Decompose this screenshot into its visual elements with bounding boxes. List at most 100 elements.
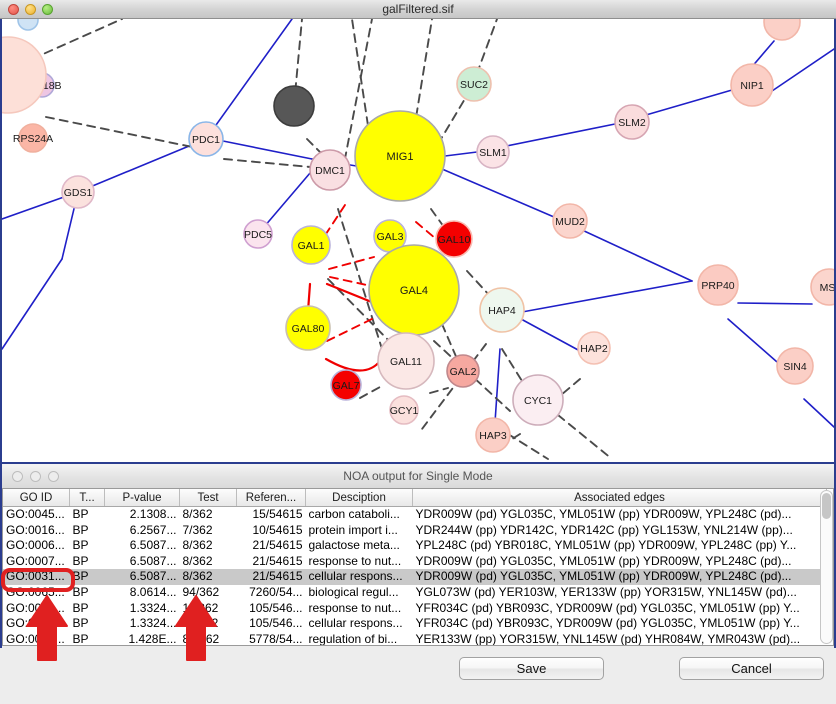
zoom-icon[interactable] xyxy=(42,4,53,15)
close-icon[interactable] xyxy=(8,4,19,15)
column-header-go-id[interactable]: GO ID xyxy=(3,489,70,507)
network-node-rps24a[interactable]: RPS24A xyxy=(13,123,53,153)
cell-go-id: GO:0065... xyxy=(6,584,65,599)
node-label: GAL10 xyxy=(438,234,471,246)
table-vertical-scrollbar[interactable] xyxy=(820,490,833,644)
network-node-msi[interactable]: MSI xyxy=(810,268,834,306)
network-node-mig1[interactable]: MIG1 xyxy=(354,110,446,202)
close-icon[interactable] xyxy=(12,471,23,482)
network-node-pdc1[interactable]: PDC1 xyxy=(188,121,224,157)
network-node-gal80[interactable]: GAL80 xyxy=(285,305,331,351)
column-header-reference[interactable]: Referen... xyxy=(236,489,306,507)
table-row[interactable]: GO:0007... BP 6.5087... 8/362 21/54615 respon… xyxy=(3,554,827,570)
cell-reference: 21/54615 xyxy=(252,553,303,568)
cell-reference: 5778/54... xyxy=(249,631,303,646)
network-node-dmc1[interactable]: DMC1 xyxy=(309,149,351,191)
network-node-gal4[interactable]: GAL4 xyxy=(368,244,460,336)
column-header-type[interactable]: T... xyxy=(69,489,105,507)
window-title: galFiltered.sif xyxy=(382,2,454,16)
cell-description: response to nut... xyxy=(308,553,402,568)
table-row[interactable]: GO:0006... BP 6.5087... 8/362 21/54615 galact… xyxy=(3,538,827,554)
cell-p-value: 1.3324... xyxy=(129,600,177,615)
noa-panel-title: NOA output for Single Mode xyxy=(343,469,493,483)
node-label: PDC1 xyxy=(192,134,220,146)
network-node[interactable] xyxy=(273,85,315,127)
cell-reference: 15/54615 xyxy=(252,507,303,521)
column-header-description[interactable]: Desciption xyxy=(305,489,413,507)
node-label: GAL11 xyxy=(390,356,422,368)
network-node-suc2[interactable]: SUC2 xyxy=(456,66,492,102)
network-node-gal1[interactable]: GAL1 xyxy=(291,225,331,265)
network-node-slm1[interactable]: SLM1 xyxy=(476,135,510,169)
results-table-container[interactable]: GO ID T... P-value Test Referen... Desci… xyxy=(2,488,834,646)
network-node-pdc5[interactable]: PDC5 xyxy=(243,219,273,249)
network-node[interactable] xyxy=(17,19,39,31)
cell-test: 8/362 xyxy=(179,569,237,585)
node-label: GDS1 xyxy=(64,187,93,199)
node-label: GAL7 xyxy=(333,380,360,392)
zoom-icon[interactable] xyxy=(48,471,59,482)
cell-type: BP xyxy=(72,584,89,599)
node-label: HAP4 xyxy=(488,305,516,317)
cell-test: 8/362 xyxy=(182,553,213,568)
cell-test: 11/362 xyxy=(182,616,219,631)
column-header-test[interactable]: Test xyxy=(179,489,237,507)
network-node-sin4[interactable]: SIN4 xyxy=(776,347,814,385)
results-table[interactable]: GO ID T... P-value Test Referen... Desci… xyxy=(3,489,827,646)
table-row[interactable]: GO:0031... BP 6.5087... 8/362 21/54615 cellul… xyxy=(3,569,827,585)
column-header-associated-edges[interactable]: Associated edges xyxy=(412,489,827,507)
network-node-gal3[interactable]: GAL3 xyxy=(373,219,407,253)
table-row[interactable]: GO:0031... BP 1.3324... 11/362 105/546... cel… xyxy=(3,616,827,632)
cell-go-id: GO:0006... xyxy=(6,538,65,553)
table-body[interactable]: GO:0045... BP 2.1308... 8/362 15/54615 carbon… xyxy=(3,507,827,646)
cell-associated-edges: YDR009W (pd) YGL035C, YML051W (pp) YDR00… xyxy=(415,553,792,568)
cell-description: regulation of bi... xyxy=(308,631,398,646)
column-header-p-value[interactable]: P-value xyxy=(104,489,180,507)
table-row[interactable]: GO:0065... BP 8.0614... 94/362 7260/54... bio… xyxy=(3,585,827,601)
network-node[interactable] xyxy=(2,36,47,114)
node-label: MSI xyxy=(820,282,834,294)
network-node-gal11[interactable]: GAL11 xyxy=(377,332,435,390)
network-node-hap2[interactable]: HAP2 xyxy=(577,331,611,365)
network-node-cyc1[interactable]: CYC1 xyxy=(512,374,564,426)
minimize-icon[interactable] xyxy=(25,4,36,15)
cell-description: cellular respons... xyxy=(308,616,403,631)
network-node-gcy1[interactable]: GCY1 xyxy=(389,395,419,425)
network-node-nip1[interactable]: NIP1 xyxy=(730,63,774,107)
network-node-mud2[interactable]: MUD2 xyxy=(552,203,588,239)
noa-titlebar: NOA output for Single Mode xyxy=(2,464,834,490)
cell-description: carbon cataboli... xyxy=(308,507,400,521)
window-traffic-lights xyxy=(8,4,53,15)
cell-p-value: 6.5087... xyxy=(104,569,180,585)
cell-go-id: GO:0031... xyxy=(6,600,65,615)
network-node-hap3[interactable]: HAP3 xyxy=(475,417,511,453)
network-node[interactable] xyxy=(763,19,801,41)
cell-associated-edges: YFR034C (pd) YBR093C, YDR009W (pd) YGL03… xyxy=(415,600,800,615)
network-node-slm2[interactable]: SLM2 xyxy=(614,104,650,140)
network-graph[interactable]: RPL18BRPS24AGDS1PDC1PDC5DMC1MIG1SUC2SLM1… xyxy=(2,19,834,460)
cell-p-value: 6.5087... xyxy=(129,538,177,553)
node-label: MUD2 xyxy=(555,216,585,228)
cell-p-value: 6.5087... xyxy=(129,553,177,568)
table-row[interactable]: GO:0045... BP 2.1308... 8/362 15/54615 carbon… xyxy=(3,507,827,523)
network-node-hap4[interactable]: HAP4 xyxy=(479,287,525,333)
table-row[interactable]: GO:0050... BP 1.428E... 80/362 5778/54... reg… xyxy=(3,631,827,646)
network-node-gal7[interactable]: GAL7 xyxy=(330,369,362,401)
save-button[interactable]: Save xyxy=(459,657,604,680)
cell-go-id: GO:0031... xyxy=(3,569,70,585)
network-canvas[interactable]: RPL18BRPS24AGDS1PDC1PDC5DMC1MIG1SUC2SLM1… xyxy=(0,19,836,462)
network-node-gds1[interactable]: GDS1 xyxy=(61,175,95,209)
cell-associated-edges: YFR034C (pd) YBR093C, YDR009W (pd) YGL03… xyxy=(415,616,800,631)
network-nodes[interactable]: RPL18BRPS24AGDS1PDC1PDC5DMC1MIG1SUC2SLM1… xyxy=(2,19,834,453)
network-node-prp40[interactable]: PRP40 xyxy=(697,264,739,306)
minimize-icon[interactable] xyxy=(30,471,41,482)
network-node-gal10[interactable]: GAL10 xyxy=(435,220,473,258)
table-row[interactable]: GO:0031... BP 1.3324... 11/362 105/546... res… xyxy=(3,601,827,617)
node-label: PDC5 xyxy=(244,229,272,241)
table-row[interactable]: GO:0016... BP 6.2567... 7/362 10/54615 protei… xyxy=(3,523,827,539)
cancel-button[interactable]: Cancel xyxy=(679,657,824,680)
scrollbar-thumb[interactable] xyxy=(822,493,831,519)
cell-associated-edges: YGL073W (pd) YER103W, YER133W (pp) YOR31… xyxy=(415,584,797,599)
network-node-gal2[interactable]: GAL2 xyxy=(446,354,480,388)
